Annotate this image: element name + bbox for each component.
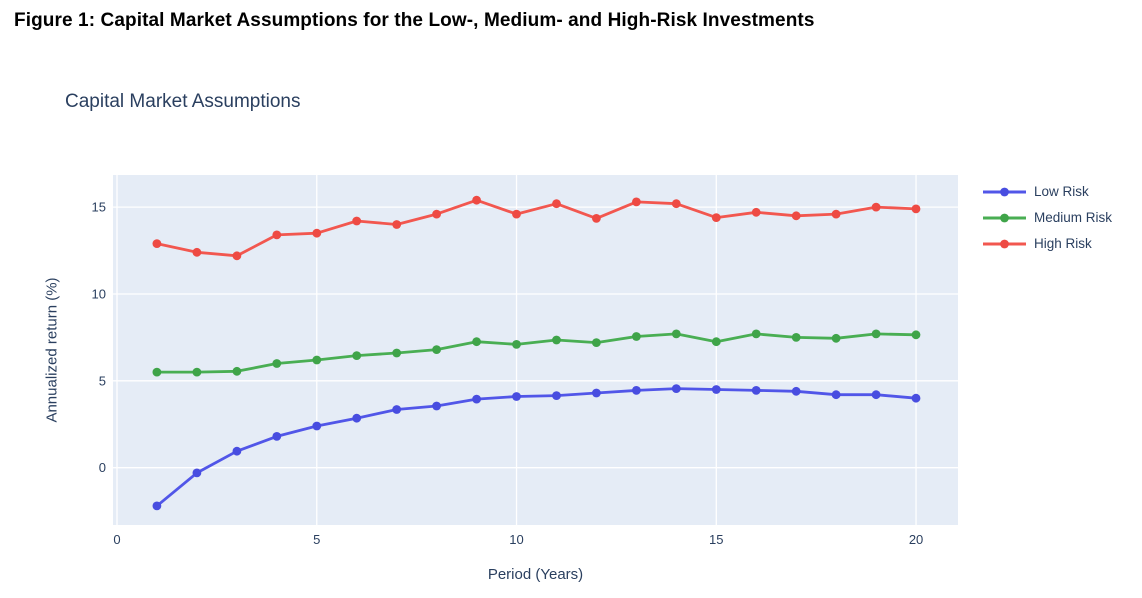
data-point-low-risk xyxy=(711,385,721,394)
data-point-low-risk xyxy=(671,384,681,393)
data-point-medium-risk xyxy=(192,367,202,377)
data-point-high-risk xyxy=(512,209,521,219)
data-point-high-risk xyxy=(232,251,242,261)
legend-item-low-risk[interactable]: Low Risk xyxy=(983,184,1112,199)
data-point-medium-risk xyxy=(632,332,641,341)
legend-label: Low Risk xyxy=(1034,184,1089,199)
data-point-medium-risk xyxy=(711,337,721,347)
legend-label: High Risk xyxy=(1034,236,1092,251)
data-point-high-risk xyxy=(671,199,681,209)
data-point-high-risk xyxy=(472,195,481,205)
y-tick-label: 5 xyxy=(99,373,106,388)
x-tick-label: 5 xyxy=(313,532,320,547)
data-point-low-risk xyxy=(232,446,242,456)
data-point-medium-risk xyxy=(552,335,561,345)
x-tick-label: 0 xyxy=(113,532,120,547)
legend-swatch-high-risk xyxy=(983,239,1026,248)
data-point-high-risk xyxy=(831,209,841,219)
data-point-high-risk xyxy=(152,239,162,249)
x-tick-label: 15 xyxy=(709,532,723,547)
plot-background xyxy=(113,175,958,525)
data-point-medium-risk xyxy=(232,366,242,376)
data-point-medium-risk xyxy=(911,330,921,340)
data-point-high-risk xyxy=(552,199,561,209)
data-point-low-risk xyxy=(312,421,322,431)
data-point-medium-risk xyxy=(312,355,322,365)
data-point-low-risk xyxy=(751,386,761,395)
data-point-low-risk xyxy=(791,386,801,396)
data-point-high-risk xyxy=(871,202,881,212)
data-point-high-risk xyxy=(312,228,322,238)
data-point-low-risk xyxy=(272,432,282,441)
y-tick-label: 15 xyxy=(92,200,106,215)
data-point-medium-risk xyxy=(472,337,481,347)
legend-label: Medium Risk xyxy=(1034,210,1113,225)
data-point-low-risk xyxy=(592,388,601,398)
data-point-medium-risk xyxy=(671,329,681,339)
data-point-high-risk xyxy=(192,247,202,257)
data-point-medium-risk xyxy=(791,333,801,342)
data-point-medium-risk xyxy=(152,367,162,377)
figure-caption: Figure 1: Capital Market Assumptions for… xyxy=(14,10,815,31)
data-point-medium-risk xyxy=(392,348,402,358)
data-point-high-risk xyxy=(392,220,402,229)
data-point-high-risk xyxy=(432,209,441,219)
x-tick-label: 20 xyxy=(909,532,923,547)
data-point-medium-risk xyxy=(592,338,601,347)
data-point-high-risk xyxy=(272,230,282,240)
chart-title: Capital Market Assumptions xyxy=(65,91,301,112)
data-point-high-risk xyxy=(751,207,761,217)
legend-item-high-risk[interactable]: High Risk xyxy=(983,236,1112,251)
data-point-high-risk xyxy=(632,197,641,207)
series-line-medium-risk xyxy=(155,332,918,374)
data-point-low-risk xyxy=(472,394,481,404)
data-point-low-risk xyxy=(632,386,641,395)
data-point-medium-risk xyxy=(272,359,282,368)
data-point-high-risk xyxy=(911,204,921,214)
data-point-low-risk xyxy=(831,390,841,400)
y-tick-label: 10 xyxy=(92,286,106,301)
data-point-low-risk xyxy=(432,401,441,411)
data-point-high-risk xyxy=(352,216,362,226)
data-point-low-risk xyxy=(352,413,362,423)
x-tick-label: 10 xyxy=(509,532,523,547)
data-point-low-risk xyxy=(871,390,881,400)
data-point-low-risk xyxy=(552,391,561,400)
data-point-medium-risk xyxy=(512,340,521,349)
legend-swatch-medium-risk xyxy=(983,213,1026,222)
data-point-medium-risk xyxy=(831,333,841,343)
y-axis-title: Annualized return (%) xyxy=(43,277,61,423)
data-point-low-risk xyxy=(152,501,162,511)
data-point-medium-risk xyxy=(432,345,441,354)
data-point-medium-risk xyxy=(871,329,881,339)
series-line-low-risk xyxy=(155,387,918,508)
legend: Low Risk Medium Risk High Risk xyxy=(983,184,1112,251)
data-point-low-risk xyxy=(392,405,402,414)
y-tick-label: 0 xyxy=(99,460,106,475)
series-line-high-risk xyxy=(155,198,918,258)
x-axis-title: Period (Years) xyxy=(487,566,584,583)
legend-swatch-low-risk xyxy=(983,187,1026,196)
data-point-high-risk xyxy=(592,214,601,223)
data-point-low-risk xyxy=(911,393,921,403)
legend-item-medium-risk[interactable]: Medium Risk xyxy=(983,210,1112,225)
data-point-medium-risk xyxy=(352,351,362,360)
data-point-high-risk xyxy=(711,213,721,223)
data-point-medium-risk xyxy=(751,329,761,339)
data-point-low-risk xyxy=(512,392,521,401)
data-point-high-risk xyxy=(791,211,801,221)
data-point-low-risk xyxy=(192,468,202,478)
